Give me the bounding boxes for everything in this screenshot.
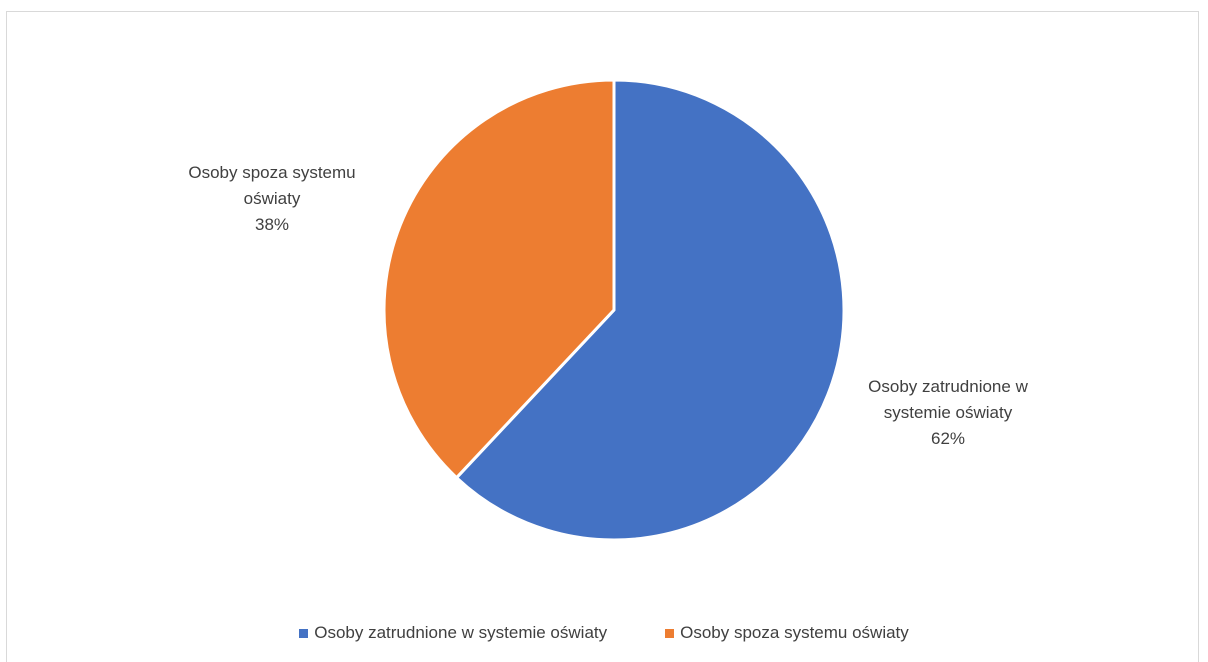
pie-slice-zatrudnione [455, 78, 846, 542]
legend-entry-spoza: Osoby spoza systemu oświaty [665, 623, 909, 643]
data-label-spoza-value: 38% [254, 215, 290, 234]
data-label-zatrudnione-line2: systemie oświaty [883, 403, 1013, 422]
data-label-spoza-line1: Osoby spoza systemu [188, 163, 356, 182]
legend: Osoby zatrudnione w systemie oświaty Oso… [0, 620, 1208, 646]
data-label-spoza: Osoby spoza systemu oświaty 38% [162, 160, 382, 238]
legend-swatch-spoza [665, 628, 675, 638]
data-label-zatrudnione-value: 62% [930, 429, 966, 448]
legend-entry-zatrudnione: Osoby zatrudnione w systemie oświaty [299, 623, 607, 643]
pie-slice-spoza [382, 78, 616, 480]
data-label-spoza-line2: oświaty [243, 189, 301, 208]
data-label-zatrudnione: Osoby zatrudnione w systemie oświaty 62% [838, 374, 1058, 452]
legend-swatch-zatrudnione [299, 628, 309, 638]
data-label-zatrudnione-line1: Osoby zatrudnione w [868, 377, 1028, 396]
legend-label-zatrudnione: Osoby zatrudnione w systemie oświaty [314, 623, 608, 642]
legend-label-spoza: Osoby spoza systemu oświaty [680, 623, 909, 642]
